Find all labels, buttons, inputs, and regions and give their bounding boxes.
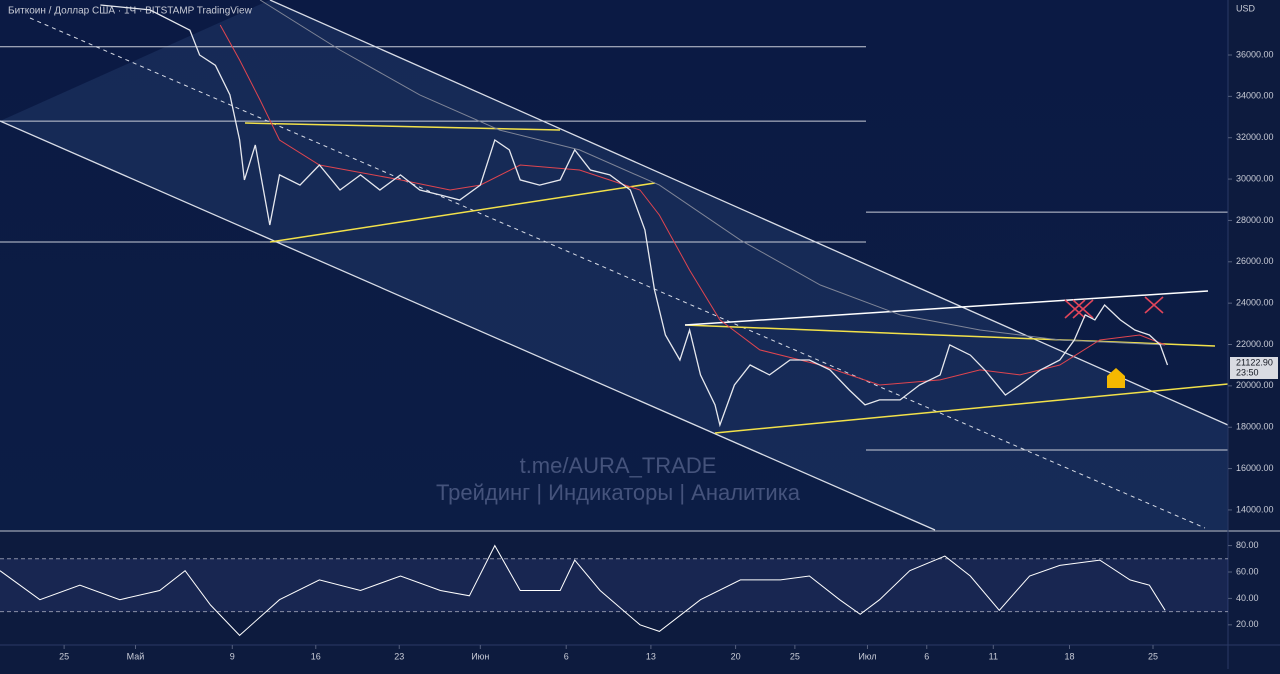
x-tick-label: 23: [394, 651, 404, 661]
last-price: 21122.90: [1236, 357, 1273, 367]
channel-high: [269, 0, 1229, 426]
channel-mid: [29, 17, 1206, 529]
x-tick-label: 25: [790, 651, 800, 661]
y-tick-label: 26000.00: [1236, 256, 1274, 266]
y-tick-label: 28000.00: [1236, 215, 1274, 225]
x-tick-label: 13: [646, 651, 656, 661]
y-tick-label: 20000.00: [1236, 380, 1274, 390]
y-tick-label: 30000.00: [1236, 173, 1274, 183]
arrow-marker: [1107, 368, 1125, 388]
last-price-box: [1230, 357, 1278, 379]
x-tick-label: 18: [1065, 651, 1075, 661]
x-tick-label: 25: [1148, 651, 1158, 661]
channel-low: [0, 120, 936, 531]
x-tick-label: Июн: [471, 651, 489, 661]
x-tick-label: 25: [59, 651, 69, 661]
channel: [0, 0, 1228, 530]
watermark: t.me/AURA_TRADE: [520, 453, 717, 478]
trendline: [684, 290, 1209, 326]
ma-line: [219, 24, 1166, 386]
countdown: 23:50: [1236, 367, 1259, 377]
watermark-subtitle: Трейдинг | Индикаторы | Аналитика: [436, 480, 801, 505]
currency: USD: [1236, 3, 1256, 13]
symbol-title: Биткоин / Доллар США · 1Ч · BITSTAMP Tra…: [8, 6, 253, 17]
x-tick-label: 16: [311, 651, 321, 661]
y-tick-label: 18000.00: [1236, 422, 1274, 432]
cross-marker: [1064, 296, 1164, 319]
x-tick-label: Июл: [858, 651, 876, 661]
y-tick-label: 24000.00: [1236, 298, 1274, 308]
rsi-tick-label: 20.00: [1236, 619, 1259, 629]
ma-line: [259, 0, 1166, 346]
y-tick-label: 34000.00: [1236, 91, 1274, 101]
trendline: [714, 383, 1229, 434]
x-tick-label: 20: [731, 651, 741, 661]
x-tick-label: 11: [989, 651, 998, 661]
y-tick-label: 32000.00: [1236, 132, 1274, 142]
rsi-tick-label: 40.00: [1236, 593, 1259, 603]
plot-bg: [0, 0, 1228, 530]
x-tick-label: 6: [564, 651, 569, 661]
rsi-tick-label: 60.00: [1236, 566, 1259, 576]
rsi-tick-label: 80.00: [1236, 540, 1259, 550]
y-tick-label: 16000.00: [1236, 463, 1274, 473]
x-tick-label: Май: [127, 651, 145, 661]
rsi-band: [0, 558, 1228, 612]
price-line: [100, 4, 1169, 428]
rsi-line: [0, 544, 1166, 637]
trendline: [244, 122, 561, 131]
y-tick-label: 14000.00: [1236, 504, 1274, 514]
y-tick-label: 36000.00: [1236, 49, 1274, 59]
x-tick-label: 9: [230, 651, 235, 661]
trendline: [269, 182, 656, 243]
x-tick-label: 6: [924, 651, 929, 661]
y-tick-label: 22000.00: [1236, 339, 1274, 349]
trendline: [684, 324, 1216, 347]
